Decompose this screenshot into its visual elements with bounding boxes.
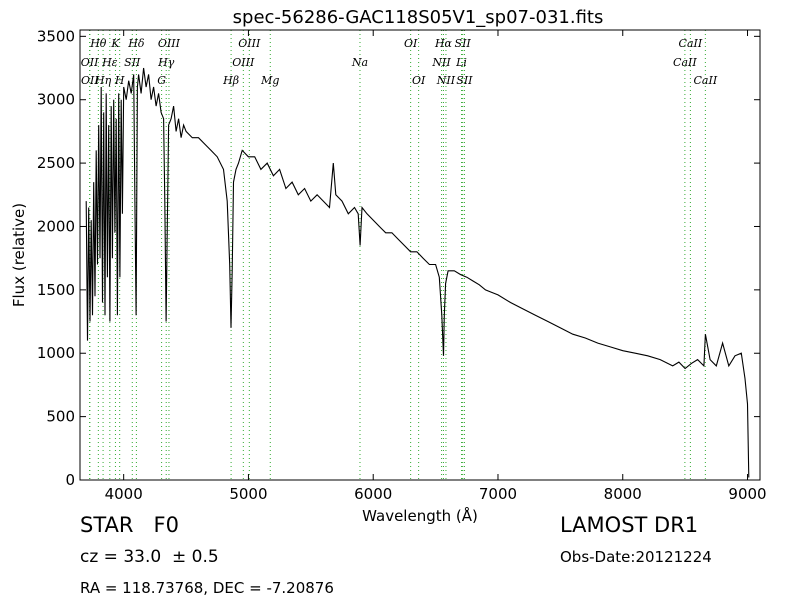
- spectral-line-label: Hε: [101, 56, 118, 69]
- spectral-line-label: Hη: [94, 74, 112, 87]
- spectral-line-label: K: [110, 37, 120, 50]
- observation-date: Obs-Date:20121224: [560, 548, 712, 566]
- y-axis-ticks: 0 500 1000 1500 2000 2500 3000 3500: [37, 27, 760, 489]
- spectral-line-label: OIII: [238, 37, 261, 50]
- x-tick-label: 7000: [479, 485, 517, 503]
- spectral-line-label: OII: [81, 74, 99, 87]
- spectral-line-label: OIII: [158, 37, 181, 50]
- y-axis-label: Flux (relative): [10, 203, 28, 307]
- chart-title: spec-56286-GAC118S05V1_sp07-031.fits: [233, 7, 604, 28]
- spectral-line-label: OII: [81, 56, 99, 69]
- y-tick-label: 2500: [37, 154, 75, 172]
- spectral-line-label: NII: [431, 56, 451, 69]
- spectral-line-label: CaII: [679, 37, 703, 50]
- y-tick-label: 500: [46, 408, 75, 426]
- y-tick-label: 3000: [37, 91, 75, 109]
- x-tick-label: 4000: [105, 485, 143, 503]
- y-tick-label: 3500: [37, 27, 75, 45]
- survey-name: LAMOST DR1: [560, 513, 699, 537]
- spectral-line-label: SII: [455, 37, 472, 50]
- y-tick-label: 0: [65, 471, 75, 489]
- spectral-line-label: OI: [412, 74, 426, 87]
- x-tick-label: 8000: [604, 485, 642, 503]
- object-class: STAR F0: [80, 513, 179, 537]
- y-tick-label: 2000: [37, 217, 75, 235]
- spectral-line-label: Hγ: [157, 56, 175, 69]
- spectral-line-label: CaII: [673, 56, 697, 69]
- spectral-line-label: CaII: [694, 74, 718, 87]
- spectral-line-label: OI: [404, 37, 418, 50]
- spectral-line-label: Hα: [434, 37, 453, 50]
- spectral-line-label: Mg: [260, 74, 279, 87]
- spectral-line-labels: OII OII Hθ Hη Hε K H SII Hδ G Hγ OIII Hβ OIII OIII Mg Na…: [81, 37, 718, 87]
- spectral-line-label: Hδ: [127, 37, 145, 50]
- spectrum-line: [85, 67, 750, 478]
- redshift-cz: cz = 33.0 ± 0.5: [80, 547, 219, 567]
- x-tick-label: 5000: [229, 485, 267, 503]
- plot-frame: [79, 29, 761, 481]
- spectral-line-label: SII: [124, 56, 141, 69]
- ra-dec-coordinates: RA = 118.73768, DEC = -7.20876: [80, 579, 334, 597]
- spectral-line-label: G: [157, 74, 166, 87]
- y-tick-label: 1500: [37, 281, 75, 299]
- y-tick-label: 1000: [37, 344, 75, 362]
- spectral-line-label: NII: [436, 74, 456, 87]
- spectral-line-label: H: [114, 74, 125, 87]
- spectral-line-markers: [89, 30, 706, 480]
- spectral-line-label: Li: [455, 56, 467, 69]
- x-tick-label: 9000: [728, 485, 766, 503]
- x-axis-ticks: 4000 5000 6000 7000 8000 9000: [105, 30, 767, 503]
- x-axis-label: Wavelength (Å): [362, 506, 478, 525]
- spectral-line-label: OIII: [232, 56, 255, 69]
- spectral-line-label: SII: [456, 74, 473, 87]
- spectral-line-label: Na: [351, 56, 368, 69]
- spectral-line-label: Hθ: [89, 37, 107, 50]
- spectral-line-label: Hβ: [222, 74, 239, 87]
- x-tick-label: 6000: [354, 485, 392, 503]
